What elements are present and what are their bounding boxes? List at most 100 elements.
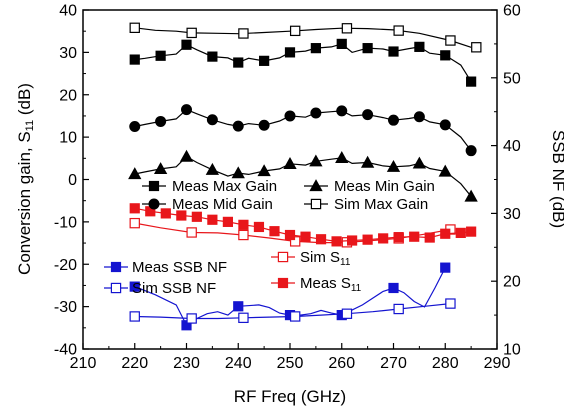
legend-item-meas-mid-gain: Meas Mid Gain xyxy=(142,196,273,213)
data-point-meas_min_gain xyxy=(283,156,297,169)
y-left-tick-label: 0 xyxy=(68,172,77,189)
data-point-sim_s11 xyxy=(129,217,140,229)
y-left-tick-label: -30 xyxy=(54,299,77,316)
legend-swatch-sim_ssb_nf xyxy=(104,282,128,294)
legend-marker-sim_s11 xyxy=(277,251,289,263)
x-tick-label: 290 xyxy=(484,355,511,372)
data-point-meas_max_gain xyxy=(414,41,425,52)
legend-item-meas-s11: Meas S11 xyxy=(271,275,362,294)
legend-label-meas-mid-gain: Meas Mid Gain xyxy=(172,196,273,213)
data-point-sim_max_gain xyxy=(186,27,197,39)
data-point-meas_max_gain xyxy=(181,39,192,50)
data-point-meas_s11 xyxy=(129,203,140,214)
series-sim_ssb_nf xyxy=(129,298,456,324)
data-point-sim_s11 xyxy=(238,229,249,241)
legend-swatch-sim_max_gain xyxy=(304,198,328,210)
y-left-axis-label-unit: (dB) xyxy=(15,83,34,120)
legend-label-sim-ssb-nf: Sim SSB NF xyxy=(132,280,216,297)
data-point-meas_mid_gain xyxy=(155,115,167,127)
data-point-sim_max_gain xyxy=(238,28,249,39)
legend-marker-sim_max_gain xyxy=(310,198,322,210)
data-point-meas_max_gain xyxy=(388,46,399,57)
data-point-meas_mid_gain xyxy=(362,109,374,121)
data-point-meas_mid_gain xyxy=(232,120,244,132)
legend-label-sim-s11-sub: 11 xyxy=(340,257,351,268)
data-point-meas_min_gain xyxy=(205,162,220,175)
legend-marker-meas_s11 xyxy=(277,277,289,289)
legend-swatch-meas_min_gain xyxy=(304,179,328,192)
data-point-meas_max_gain xyxy=(284,47,296,58)
data-point-meas_s11 xyxy=(300,231,311,242)
data-point-meas_mid_gain xyxy=(336,105,348,117)
legend-item-meas-max-gain: Meas Max Gain xyxy=(142,178,277,195)
data-point-sim_max_gain xyxy=(289,25,301,37)
y-left-tick-label: -20 xyxy=(54,257,77,274)
data-point-sim_ssb_nf xyxy=(445,298,456,309)
legend-item-meas-min-gain: Meas Min Gain xyxy=(304,178,435,195)
legend-marker-meas_mid_gain xyxy=(148,198,160,210)
legend-marker-meas_ssb_nf xyxy=(110,261,122,273)
data-point-meas_min_gain xyxy=(153,162,168,175)
data-point-sim_ssb_nf xyxy=(238,312,249,324)
data-point-meas_min_gain xyxy=(438,164,452,177)
series-meas_max_gain xyxy=(129,38,477,87)
legend-marker-sim_ssb_nf xyxy=(110,282,122,294)
x-axis-ticks: 210 220 230 240 250 260 270 280 290 xyxy=(70,343,511,372)
x-tick-label: 280 xyxy=(432,355,459,372)
legend-label-meas-s11-sub: 11 xyxy=(351,283,362,294)
data-point-sim_ssb_nf xyxy=(393,303,404,315)
data-point-meas_ssb_nf xyxy=(388,282,399,294)
data-point-meas_min_gain xyxy=(179,149,194,162)
x-tick-label: 270 xyxy=(380,355,407,372)
data-point-meas_s11 xyxy=(207,214,218,225)
legend-swatch-meas_s11 xyxy=(271,277,295,289)
data-point-meas_s11 xyxy=(378,233,389,244)
legend-label-meas-max-gain: Meas Max Gain xyxy=(172,178,277,195)
y-left-axis-label: Conversion gain, S11 (dB) xyxy=(15,83,36,275)
legend-item-sim-max-gain: Sim Max Gain xyxy=(304,196,428,213)
data-point-meas_max_gain xyxy=(129,54,140,65)
y-right-tick-label: 60 xyxy=(503,3,521,20)
x-axis-label: RF Freq (GHz) xyxy=(234,387,346,406)
data-point-meas_s11 xyxy=(393,232,404,243)
legend: Meas Max Gain Meas Min Gain Meas Mid Gai… xyxy=(104,178,435,297)
y-left-axis-label-main: Conversion gain, S xyxy=(15,131,34,275)
legend-label-sim-s11-main: Sim S xyxy=(300,249,340,266)
data-point-meas_max_gain xyxy=(440,50,451,61)
y-right-tick-label: 10 xyxy=(503,342,521,359)
plot-series xyxy=(128,22,482,331)
data-point-meas_mid_gain xyxy=(206,114,218,126)
legend-swatch-meas_ssb_nf xyxy=(104,261,128,273)
data-point-meas_s11 xyxy=(331,236,342,247)
data-point-meas_s11 xyxy=(160,208,171,219)
x-tick-label: 260 xyxy=(328,355,355,372)
data-point-meas_s11 xyxy=(424,232,435,243)
legend-swatch-meas_mid_gain xyxy=(142,198,166,210)
data-point-meas_min_gain xyxy=(386,159,401,172)
data-point-meas_max_gain xyxy=(362,43,373,54)
data-point-sim_ssb_nf xyxy=(289,311,301,322)
data-point-meas_ssb_nf xyxy=(129,281,140,292)
legend-item-meas-ssb-nf: Meas SSB NF xyxy=(104,259,227,276)
series-meas_mid_gain xyxy=(129,104,477,157)
y-left-tick-label: 30 xyxy=(59,45,77,62)
data-point-sim_ssb_nf xyxy=(186,313,197,324)
data-point-meas_min_gain xyxy=(309,154,323,167)
legend-label-sim-s11: Sim S11 xyxy=(300,249,351,268)
data-point-meas_mid_gain xyxy=(388,114,399,126)
data-point-meas_s11 xyxy=(455,227,466,238)
data-point-meas_min_gain xyxy=(464,189,478,202)
legend-swatch-sim_s11 xyxy=(271,251,295,263)
data-point-meas_max_gain xyxy=(259,55,270,66)
y-left-tick-label: -40 xyxy=(54,342,77,359)
data-point-meas_s11 xyxy=(238,219,249,230)
data-point-meas_mid_gain xyxy=(181,104,192,116)
data-point-meas_s11 xyxy=(253,221,265,233)
x-tick-label: 220 xyxy=(121,355,148,372)
data-point-meas_max_gain xyxy=(233,57,244,68)
y-right-axis-label: SSB NF (dB) xyxy=(549,130,564,228)
series-sim_max_gain xyxy=(129,22,482,53)
data-point-sim_max_gain xyxy=(129,22,140,33)
data-point-meas_min_gain xyxy=(231,166,245,179)
